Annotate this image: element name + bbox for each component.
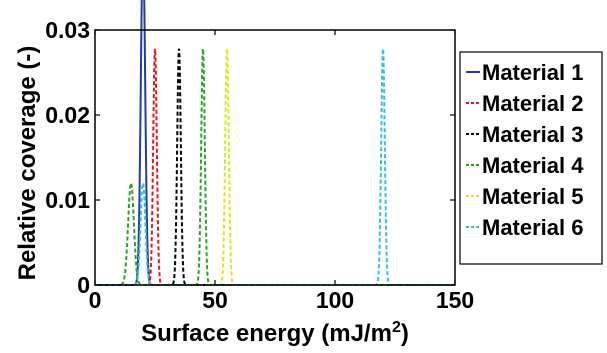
series-line-1 xyxy=(95,0,455,286)
x-tick-label: 100 xyxy=(316,287,354,313)
y-tick-label: 0 xyxy=(77,272,90,298)
series-line-3 xyxy=(95,48,455,286)
series-line-6 xyxy=(95,48,455,286)
series-line-2 xyxy=(95,48,455,286)
legend-box xyxy=(459,51,603,265)
series-line-4 xyxy=(95,48,455,286)
legend-label: Material 3 xyxy=(482,122,584,147)
x-tick-label: 150 xyxy=(436,287,474,313)
legend-label: Material 1 xyxy=(482,60,584,85)
x-axis: 0 50 100 150 xyxy=(89,30,474,313)
y-tick-label: 0.01 xyxy=(45,187,90,213)
legend-label: Material 4 xyxy=(482,153,584,178)
y-axis-label: Relative coverage (-) xyxy=(14,46,41,281)
y-tick-label: 0.03 xyxy=(45,17,90,43)
x-axis-label: Surface energy (mJ/m2) xyxy=(141,319,409,347)
series-line-5 xyxy=(95,48,455,286)
legend-label: Material 5 xyxy=(482,184,584,209)
legend: Material 1 Material 2 Material 3 Material 4… xyxy=(459,51,603,265)
plot-lines xyxy=(95,0,455,286)
x-tick-label: 0 xyxy=(89,287,102,313)
legend-label: Material 2 xyxy=(482,91,584,116)
y-tick-label: 0.02 xyxy=(45,102,90,128)
x-axis-label-superscript: 2 xyxy=(392,319,401,336)
legend-label: Material 6 xyxy=(482,215,584,240)
x-tick-label: 50 xyxy=(202,287,228,313)
plot-frame xyxy=(94,29,456,286)
y-axis: 0 0.01 0.02 0.03 xyxy=(45,17,455,298)
